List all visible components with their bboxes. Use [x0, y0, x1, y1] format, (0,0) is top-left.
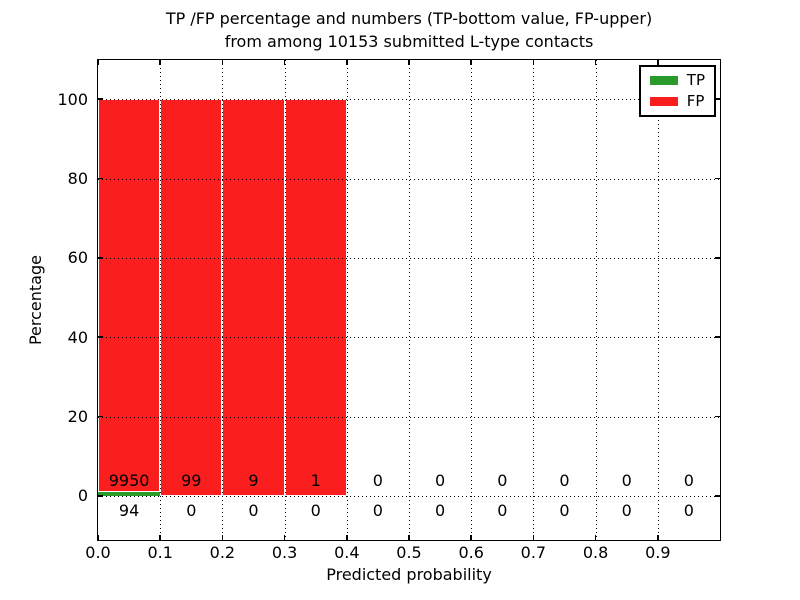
x-tick-label: 0.8: [582, 543, 609, 562]
x-tick-mark-top: [346, 59, 348, 65]
plot-area: 9950 94 99 0 9 0 1 0 0 0 0 0 0 0 0 0 0 0 0 0 TP FP: [97, 58, 721, 541]
y-tick-label: 60: [67, 248, 88, 268]
y-axis-label: Percentage: [25, 254, 45, 345]
tp-count-label: 0: [435, 501, 446, 521]
x-tick-mark-bottom: [346, 534, 348, 540]
x-tick-mark-bottom: [532, 534, 535, 540]
x-tick-mark-top: [283, 59, 286, 65]
grid-line-vertical: [160, 59, 162, 540]
tp-count-label: 0: [186, 501, 197, 521]
fp-count-label: 0: [559, 471, 570, 491]
y-tick-mark-left: [98, 495, 103, 497]
tp-count-label: 94: [118, 501, 140, 521]
y-tick-mark-left: [98, 415, 103, 418]
legend-label-fp: FP: [686, 91, 705, 110]
y-tick-mark-right: [715, 257, 720, 259]
x-tick-mark-bottom: [283, 534, 286, 540]
y-tick-mark-right: [715, 98, 720, 100]
x-tick-label: 0.4: [334, 543, 360, 562]
x-tick-mark-top: [594, 59, 597, 65]
y-tick-mark-right: [715, 495, 720, 497]
x-tick-label: 0.3: [271, 543, 298, 562]
chart-title: TP /FP percentage and numbers (TP-bottom…: [98, 7, 720, 53]
y-tick-mark-right: [715, 415, 720, 418]
grid-line-vertical: [595, 59, 597, 540]
legend: TP FP: [638, 64, 716, 117]
x-tick-label: 0.5: [396, 543, 422, 562]
x-tick-mark-top: [532, 59, 535, 65]
tp-count-label: 0: [497, 501, 508, 521]
chart-title-line1: TP /FP percentage and numbers (TP-bottom…: [165, 9, 653, 28]
fp-count-label: 0: [621, 471, 632, 491]
x-tick-mark-bottom: [159, 534, 161, 540]
y-tick-label: 20: [67, 407, 88, 427]
y-tick-label: 40: [67, 327, 88, 347]
x-tick-mark-bottom: [97, 534, 99, 540]
x-axis-label: Predicted probability: [326, 565, 492, 584]
x-tick-mark-top: [159, 59, 161, 65]
tp-count-label: 0: [683, 501, 694, 521]
y-tick-mark-left: [98, 98, 103, 100]
x-tick-mark-top: [470, 59, 472, 65]
grid-line-vertical: [284, 59, 286, 540]
tp-count-label: 0: [621, 501, 632, 521]
x-tick-mark-top: [97, 59, 99, 65]
x-tick-label: 0.7: [520, 543, 547, 562]
x-tick-mark-top: [657, 59, 659, 65]
legend-entry-tp: TP: [649, 70, 705, 89]
x-tick-label: 0.9: [645, 543, 671, 562]
bar-fp-segment: [284, 99, 347, 496]
fp-count-label: 0: [372, 471, 383, 491]
fp-count-label: 9950: [108, 471, 150, 491]
y-tick-label: 80: [67, 169, 88, 188]
legend-label-tp: TP: [686, 70, 705, 89]
grid-line-vertical: [657, 59, 659, 540]
legend-entry-fp: FP: [649, 91, 705, 110]
x-tick-mark-top: [408, 59, 410, 65]
x-tick-label: 0.1: [147, 543, 173, 562]
y-tick-mark-right: [715, 336, 720, 338]
x-tick-mark-bottom: [594, 534, 597, 540]
x-tick-mark-bottom: [470, 534, 472, 540]
fp-count-label: 0: [435, 471, 446, 491]
grid-line-vertical: [533, 59, 535, 540]
x-tick-mark-top: [221, 59, 224, 65]
x-tick-mark-bottom: [221, 534, 224, 540]
y-tick-mark-left: [98, 257, 103, 259]
x-tick-mark-bottom: [408, 534, 410, 540]
x-tick-mark-bottom: [657, 534, 659, 540]
y-tick-label: 100: [57, 89, 88, 109]
legend-swatch-tp: [649, 75, 678, 85]
tp-count-label: 0: [310, 501, 321, 521]
tp-count-label: 0: [248, 501, 259, 521]
grid-line-vertical: [471, 59, 473, 540]
bar-tp-segment: [98, 492, 161, 496]
fp-count-label: 9: [248, 471, 259, 491]
bar-fp-segment: [222, 99, 285, 496]
x-tick-label: 0.6: [458, 543, 484, 562]
grid-line-vertical: [222, 59, 224, 540]
y-tick-mark-right: [715, 177, 720, 180]
x-tick-label: 0.0: [85, 543, 111, 562]
chart-title-line2: from among 10153 submitted L-type contac…: [224, 32, 594, 51]
grid-line-vertical: [346, 59, 348, 540]
bar-fp-segment: [160, 99, 223, 496]
tp-count-label: 0: [559, 501, 570, 521]
tp-count-label: 0: [372, 501, 383, 521]
fp-count-label: 99: [181, 471, 202, 491]
y-tick-label: 0: [77, 486, 88, 506]
fp-count-label: 0: [497, 471, 508, 491]
y-axis-label-wrap: Percentage: [24, 60, 46, 540]
fp-count-label: 0: [683, 471, 694, 491]
y-tick-mark-left: [98, 336, 103, 338]
x-tick-label: 0.2: [209, 543, 236, 562]
y-tick-mark-left: [98, 177, 103, 180]
bar-fp-segment: [98, 99, 161, 493]
grid-line-vertical: [409, 59, 410, 540]
legend-swatch-fp: [649, 96, 678, 106]
fp-count-label: 1: [310, 471, 321, 491]
